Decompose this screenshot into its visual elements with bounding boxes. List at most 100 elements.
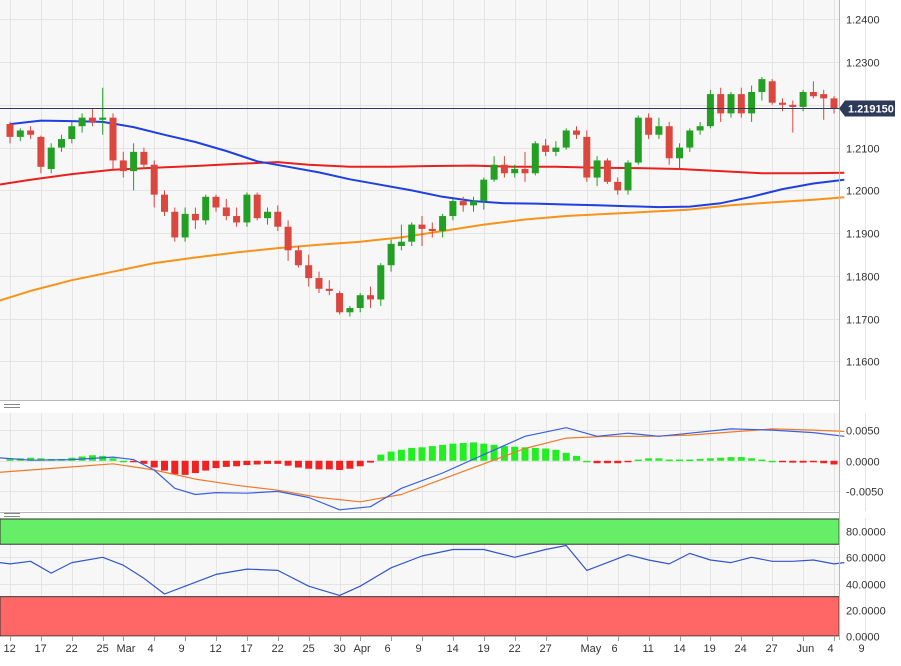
candle-down <box>521 168 529 174</box>
macd-histogram-bar <box>645 458 653 461</box>
date-tick-label: 22 <box>509 643 521 655</box>
macd-histogram-bar <box>264 460 271 464</box>
candle-up <box>346 308 354 313</box>
date-tick-label: May <box>581 643 602 655</box>
rsi-tick-label: 0.0000 <box>846 632 880 644</box>
macd-histogram-bar <box>706 458 714 461</box>
date-tick-label: 17 <box>35 643 47 655</box>
candle-up <box>676 147 683 159</box>
rsi-resize-handle[interactable] <box>4 513 20 517</box>
macd-histogram-bar <box>727 457 735 461</box>
candle-up <box>748 91 756 114</box>
candlesticks <box>6 77 838 317</box>
macd-signal-line <box>0 428 845 503</box>
date-tick-label: 25 <box>303 643 315 655</box>
macd-histogram-bar <box>562 452 570 461</box>
candle-down <box>109 117 117 161</box>
date-tick-label: 6 <box>612 643 618 655</box>
macd-histogram-bar <box>161 460 168 471</box>
sma-blue-line <box>9 119 845 209</box>
candle-down <box>614 181 622 191</box>
macd-histogram-bar <box>150 460 158 468</box>
macd-histogram-bar <box>500 446 508 461</box>
candle-down <box>573 130 580 135</box>
date-tick-label: 14 <box>674 643 686 655</box>
macd-histogram-bar <box>542 448 550 461</box>
last-price-tag: 1.219150 <box>839 100 895 117</box>
macd-histogram-bar <box>655 458 663 461</box>
candle-up <box>727 94 735 114</box>
candle-up <box>758 79 766 92</box>
date-tick-label: 22 <box>66 643 78 655</box>
macd-histogram-bar <box>573 455 580 461</box>
macd-histogram-bar <box>305 460 313 469</box>
candle-down <box>542 145 550 152</box>
rsi-tick-label: 80.0000 <box>846 527 886 539</box>
date-tick-label: 19 <box>478 643 490 655</box>
macd-histogram-bar <box>233 460 241 467</box>
macd-histogram-bar <box>140 460 148 464</box>
candle-down <box>603 160 611 182</box>
date-tick-label: 14 <box>447 643 459 655</box>
date-tick-label: 24 <box>735 643 747 655</box>
rsi-zones <box>0 518 840 637</box>
candle-down <box>171 211 179 238</box>
macd-tick-label: 0.0050 <box>846 426 880 438</box>
candle-up <box>377 265 385 300</box>
macd-histogram-bar <box>202 460 210 471</box>
macd-histogram-bar <box>191 460 199 474</box>
macd-histogram-bar <box>171 460 179 475</box>
price-tick-label: 1.1900 <box>846 229 880 241</box>
price-tick-label: 1.1700 <box>846 315 880 327</box>
macd-histogram-bar <box>439 444 447 461</box>
macd-histogram <box>6 442 838 475</box>
date-tick-label: 27 <box>766 643 778 655</box>
macd-histogram-bar <box>181 460 189 475</box>
date-tick-label: 9 <box>179 643 185 655</box>
candle-up <box>78 117 86 127</box>
macd-histogram-bar <box>737 457 745 461</box>
date-tick-label: 30 <box>334 643 346 655</box>
macd-histogram-bar <box>397 449 405 461</box>
candle-down <box>222 207 230 217</box>
date-tick-label: 9 <box>859 643 865 655</box>
candle-up <box>490 164 498 180</box>
candle-down <box>88 117 96 122</box>
x-axis-labels[interactable]: 12 17 22 25 Mar 4 9 12 17 22 25 30 Apr 6 9 14 19 22 27 May 6… <box>4 636 866 655</box>
macd-resize-handle[interactable] <box>4 404 20 408</box>
candle-down <box>325 288 333 291</box>
candle-up <box>47 147 55 169</box>
candle-down <box>37 136 45 167</box>
price-panel[interactable] <box>0 0 839 400</box>
date-tick-label: 22 <box>272 643 284 655</box>
price-tick-label: 1.1800 <box>846 272 880 284</box>
date-tick-label: Apr <box>354 643 371 655</box>
date-tick-label: 9 <box>416 643 422 655</box>
macd-histogram-bar <box>779 460 786 463</box>
candle-down <box>253 194 261 219</box>
macd-histogram-bar <box>768 460 776 463</box>
candle-up <box>511 168 519 174</box>
candle-up <box>356 295 364 309</box>
candle-up <box>264 211 271 219</box>
candle-down <box>284 226 292 251</box>
macd-histogram-bar <box>274 460 282 464</box>
candle-up <box>686 130 694 148</box>
macd-histogram-bar <box>717 457 725 461</box>
macd-histogram-bar <box>799 460 807 463</box>
macd-histogram-bar <box>480 443 488 461</box>
macd-histogram-bar <box>748 458 756 461</box>
candle-down <box>27 130 35 135</box>
macd-histogram-bar <box>325 460 333 470</box>
candle-up <box>202 196 210 221</box>
macd-histogram-bar <box>109 458 117 461</box>
candle-down <box>119 160 127 172</box>
rsi-tick-label: 20.0000 <box>846 606 886 618</box>
macd-tick-label: -0.0050 <box>846 487 883 499</box>
candle-up <box>655 126 663 135</box>
date-tick-label: 25 <box>97 643 109 655</box>
candle-down <box>294 250 302 266</box>
candle-down <box>645 117 653 135</box>
candle-down <box>212 196 220 208</box>
